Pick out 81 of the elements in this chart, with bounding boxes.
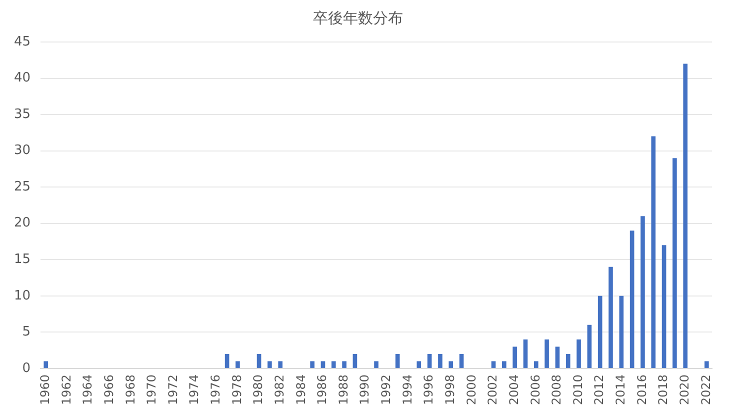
x-tick-label: 1962 <box>59 374 74 406</box>
bar <box>704 361 709 368</box>
bar <box>331 361 336 368</box>
x-tick-label: 2006 <box>528 374 542 406</box>
bar <box>598 296 602 368</box>
x-tick-label: 1974 <box>187 374 202 406</box>
bar <box>342 361 346 368</box>
x-tick-label: 1998 <box>443 374 457 406</box>
bar <box>427 354 432 368</box>
bar <box>256 354 262 368</box>
x-tick-label: 2018 <box>656 374 670 406</box>
x-tick-label: 1964 <box>80 374 95 406</box>
x-tick-label: 2016 <box>634 374 649 406</box>
y-tick-label: 30 <box>14 143 31 158</box>
x-tick-label: 1996 <box>422 374 436 406</box>
x-tick-label: 1994 <box>400 374 414 406</box>
bar <box>395 354 400 368</box>
bar <box>268 361 272 368</box>
bar <box>374 361 378 368</box>
bar <box>278 361 283 368</box>
x-tick-label: 1972 <box>166 374 180 406</box>
bar <box>651 136 656 368</box>
bar <box>619 296 624 368</box>
x-tick-label: 1960 <box>38 374 52 406</box>
bar <box>683 64 688 368</box>
bar <box>630 230 634 368</box>
y-tick-label: 40 <box>14 70 31 86</box>
x-tick-label: 1980 <box>251 374 266 406</box>
x-tick-label: 2014 <box>614 374 628 406</box>
x-tick-label: 1992 <box>379 374 394 406</box>
bar <box>502 361 506 368</box>
bar <box>566 354 570 368</box>
x-tick-label: 2004 <box>506 374 521 406</box>
bar <box>555 346 560 368</box>
x-tick-label: 1988 <box>336 374 350 406</box>
x-tick-label: 1978 <box>230 374 244 406</box>
bar <box>544 339 549 368</box>
x-tick-label: 1990 <box>358 374 372 406</box>
bar <box>459 354 464 368</box>
bar <box>608 266 613 368</box>
bar <box>576 339 581 368</box>
bar <box>438 354 442 368</box>
bar <box>448 361 454 368</box>
y-tick-label: 0 <box>22 360 31 376</box>
x-tick-label: 1982 <box>272 374 286 406</box>
y-tick-label: 35 <box>14 106 31 122</box>
y-tick-label: 25 <box>14 179 31 194</box>
bar <box>672 158 677 368</box>
bar <box>310 361 314 368</box>
x-tick-label: 2012 <box>592 374 606 406</box>
x-tick-label: 2010 <box>570 374 585 406</box>
x-tick-label: 1976 <box>208 374 223 406</box>
y-tick-label: 5 <box>22 324 31 340</box>
y-tick-label: 45 <box>14 34 31 50</box>
bar <box>320 361 326 368</box>
x-tick-label: 1984 <box>294 374 308 406</box>
x-tick-label: 1966 <box>102 374 116 406</box>
bar <box>224 354 230 368</box>
x-tick-label: 2020 <box>677 374 692 406</box>
y-tick-label: 20 <box>14 216 31 231</box>
chart-title: 卒後年数分布 <box>313 8 403 27</box>
bar <box>236 361 240 368</box>
x-tick-label: 2022 <box>698 374 713 406</box>
bar <box>44 361 48 368</box>
x-tick-label: 1986 <box>315 374 330 406</box>
bar <box>416 361 422 368</box>
x-tick-label: 1968 <box>123 374 138 406</box>
bar <box>491 361 496 368</box>
bar <box>640 216 645 368</box>
bar <box>587 324 592 368</box>
x-tick-label: 2008 <box>550 374 564 406</box>
y-tick-label: 15 <box>14 252 31 268</box>
x-tick-label: 1970 <box>144 374 159 406</box>
bar <box>523 339 528 368</box>
x-tick-label: 2000 <box>464 374 478 406</box>
bar <box>512 346 517 368</box>
bar <box>534 361 538 368</box>
y-tick-label: 10 <box>14 288 31 304</box>
x-tick-label: 2002 <box>486 374 500 406</box>
bar <box>662 245 666 368</box>
bar <box>352 354 358 368</box>
